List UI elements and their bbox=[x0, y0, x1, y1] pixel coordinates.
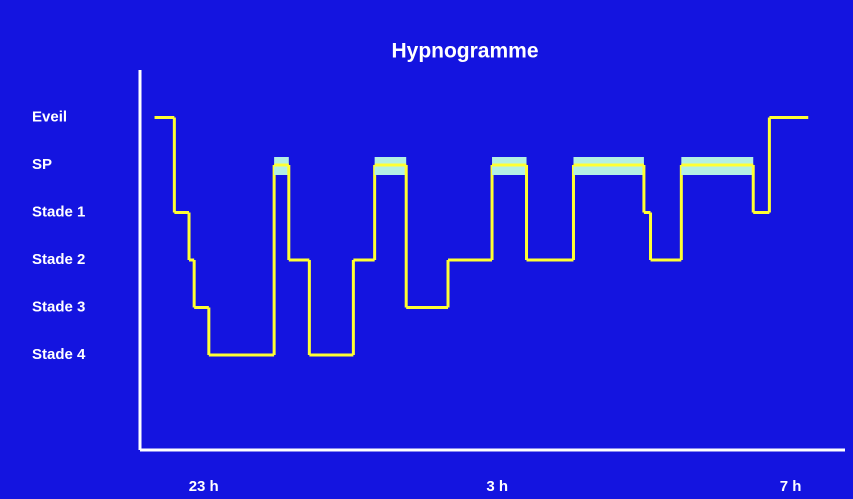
y-tick-label: Stade 2 bbox=[32, 251, 85, 268]
y-tick-label: Stade 3 bbox=[32, 298, 85, 315]
y-tick-label: Eveil bbox=[32, 108, 67, 125]
x-tick-label: 7 h bbox=[780, 478, 802, 495]
chart-title: Hypnogramme bbox=[391, 40, 538, 63]
x-tick-label: 3 h bbox=[486, 478, 508, 495]
y-tick-label: Stade 1 bbox=[32, 203, 85, 220]
y-tick-label: SP bbox=[32, 156, 52, 173]
x-tick-label: 23 h bbox=[189, 478, 219, 495]
y-tick-label: Stade 4 bbox=[32, 346, 86, 363]
